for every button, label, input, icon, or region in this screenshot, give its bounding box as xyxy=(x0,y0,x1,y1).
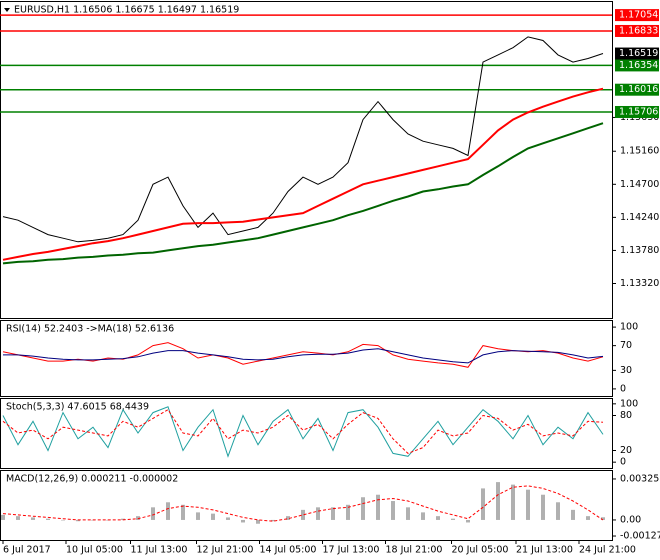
series-line xyxy=(2,485,604,522)
y-tick-label: 1.14240 xyxy=(620,212,659,223)
level-box xyxy=(615,24,659,37)
histogram-bar xyxy=(346,504,350,520)
histogram-bar xyxy=(406,507,410,520)
series-line xyxy=(2,122,604,265)
histogram-bar xyxy=(556,502,560,520)
x-tick-label: 10 Jul 05:00 xyxy=(66,545,123,556)
level-box xyxy=(615,105,659,118)
level-label: 1.17054 xyxy=(619,10,658,21)
histogram-bar xyxy=(166,502,170,520)
histogram-bar xyxy=(61,519,65,521)
panel-title: MACD(12,26,9) 0.000211 -0.000002 xyxy=(6,474,178,485)
y-tick-label: 30 xyxy=(620,365,632,376)
series-line xyxy=(3,348,604,364)
histogram-bar xyxy=(211,513,215,520)
panel-frame xyxy=(0,320,613,397)
histogram-bar xyxy=(136,516,140,520)
histogram-bar xyxy=(1,514,5,520)
x-tick-label: 18 Jul 21:00 xyxy=(386,545,443,556)
histogram-bar xyxy=(256,519,260,524)
histogram-bar xyxy=(151,507,155,520)
y-tick-label: 1.13780 xyxy=(620,245,659,256)
histogram-bar xyxy=(586,516,590,520)
y-tick-label: 0 xyxy=(620,383,626,394)
y-tick-label: 1.15160 xyxy=(620,146,659,157)
panel-title: Stoch(5,3,3) 47.6015 68.4439 xyxy=(6,402,149,413)
histogram-bar xyxy=(16,516,20,520)
histogram-bar xyxy=(571,509,575,520)
level-label: 1.15706 xyxy=(619,106,658,117)
x-tick-label: 21 Jul 13:00 xyxy=(516,545,573,556)
histogram-bar xyxy=(121,518,125,520)
y-tick-label: 0.00325 xyxy=(620,473,659,484)
histogram-bar xyxy=(301,509,305,520)
series-line xyxy=(2,87,604,261)
x-tick-label: 11 Jul 13:00 xyxy=(131,545,188,556)
histogram-bar xyxy=(481,488,485,520)
y-tick-label: 0 xyxy=(620,457,626,468)
x-tick-label: 14 Jul 05:00 xyxy=(260,545,317,556)
level-label: 1.16016 xyxy=(619,84,658,95)
x-tick-label: 24 Jul 21:00 xyxy=(579,545,636,556)
histogram-bar xyxy=(511,484,515,520)
histogram-bar xyxy=(76,519,80,522)
y-tick-label: 80 xyxy=(620,410,632,421)
series-line xyxy=(2,406,604,458)
series-line xyxy=(2,409,604,454)
histogram-bar xyxy=(496,482,500,520)
x-tick-label: 12 Jul 21:00 xyxy=(197,545,254,556)
histogram-bar xyxy=(241,519,245,523)
histogram-bar xyxy=(316,507,320,520)
histogram-bar xyxy=(421,512,425,520)
level-box xyxy=(615,9,659,22)
histogram-bar xyxy=(181,504,185,520)
y-tick-label: 20 xyxy=(620,445,632,456)
histogram-bar xyxy=(361,497,365,520)
panel-title: EURUSD,H1 1.16506 1.16675 1.16497 1.1651… xyxy=(14,5,239,16)
level-label: 1.16354 xyxy=(619,60,658,71)
histogram-bar xyxy=(526,489,530,520)
panel-frame xyxy=(0,398,613,469)
histogram-bar xyxy=(196,512,200,520)
y-tick-label: -0.001275 xyxy=(620,531,660,542)
histogram-bar xyxy=(451,518,455,520)
level-box xyxy=(615,59,659,72)
price-label: 1.16519 xyxy=(619,48,658,59)
histogram-bar xyxy=(376,494,380,520)
histogram-bar xyxy=(31,517,35,520)
histogram-bar xyxy=(466,519,470,523)
level-label: 1.16833 xyxy=(619,25,658,36)
x-tick-label: 6 Jul 2017 xyxy=(3,545,51,556)
histogram-bar xyxy=(601,517,605,520)
y-tick-label: 1.14700 xyxy=(620,179,659,190)
y-tick-label: 100 xyxy=(620,398,638,409)
histogram-bar xyxy=(286,516,290,520)
y-tick-label: 70 xyxy=(620,340,632,351)
series-line xyxy=(2,36,604,243)
x-tick-label: 20 Jul 05:00 xyxy=(452,545,509,556)
y-tick-label: 100 xyxy=(620,322,638,333)
y-tick-label: 1.13320 xyxy=(620,278,659,289)
histogram-bar xyxy=(391,501,395,520)
price-box xyxy=(615,47,659,60)
histogram-bar xyxy=(46,518,50,520)
histogram-bar xyxy=(541,494,545,520)
menu-arrow xyxy=(4,8,10,12)
histogram-bar xyxy=(271,519,275,522)
histogram-bar xyxy=(436,516,440,520)
y-tick-label: 0.00 xyxy=(620,514,641,525)
panel-title: RSI(14) 52.2403 ->MA(18) 52.6136 xyxy=(6,324,174,335)
histogram-bar xyxy=(331,507,335,520)
x-tick-label: 17 Jul 13:00 xyxy=(323,545,380,556)
panel-frame xyxy=(0,470,613,541)
level-box xyxy=(615,83,659,96)
histogram-bar xyxy=(226,517,230,520)
panel-frame xyxy=(0,1,613,319)
